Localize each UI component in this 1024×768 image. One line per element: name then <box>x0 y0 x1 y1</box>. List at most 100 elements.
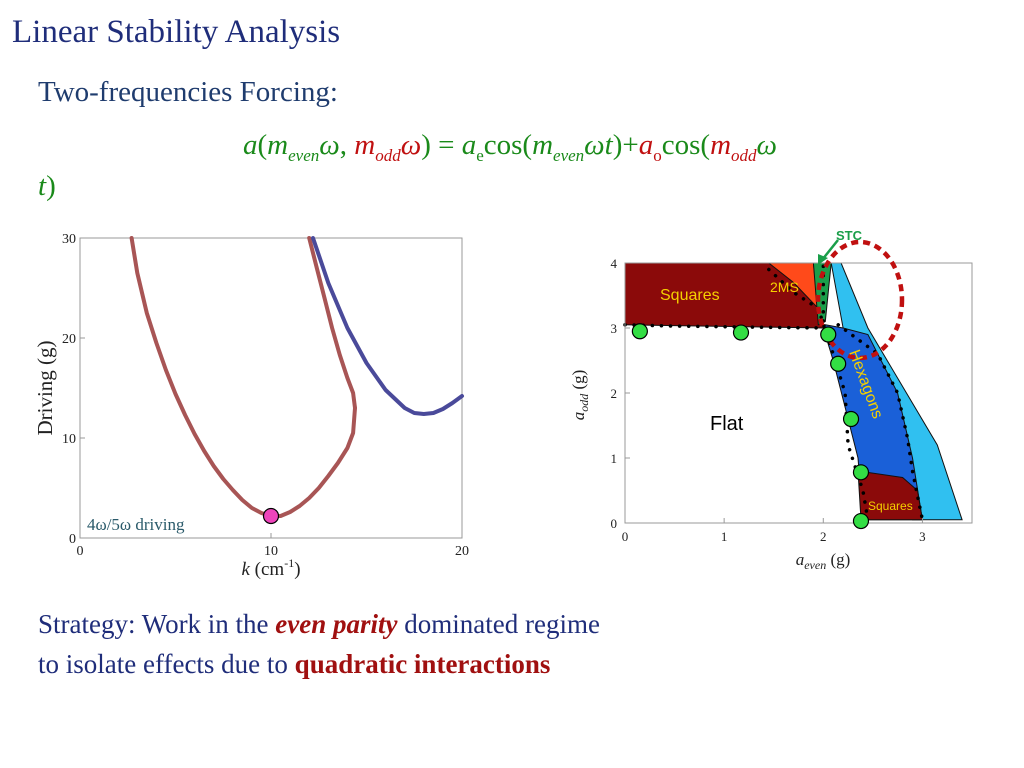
formula-plus: )+ <box>612 129 639 161</box>
strategy-l1-prefix: Strategy: Work in the <box>38 609 276 639</box>
chart1-xlabel-k: k <box>241 559 250 580</box>
chart2-xlabel-sub: even <box>804 558 826 572</box>
chart1-ytick-label: 30 <box>62 232 76 247</box>
chart1-xlabel-unit: (cm <box>250 559 285 580</box>
chart1-xlabel: k (cm-1) <box>241 556 300 580</box>
formula-cos2: cos( <box>661 129 711 161</box>
chart2-green-marker <box>852 464 870 481</box>
formula-paren: ( <box>257 129 268 161</box>
forcing-formula: a(mevenω, moddω) = aecos(mevenωt)+aocos(… <box>243 129 777 166</box>
strategy-line-2: to isolate effects due to quadratic inte… <box>38 644 600 684</box>
region-label-squares-bottom: Squares <box>868 499 913 513</box>
formula-odd-sub: odd <box>375 146 401 165</box>
chart2-ylabel-unit: (g) <box>569 370 588 394</box>
formula-odd-sub2: odd <box>731 146 757 165</box>
chart-driving-vs-k: 0 10 20 0 10 20 30 4ω/5ω driving Driving (g) k… <box>33 232 469 580</box>
chart2-xlabel: aeven (g) <box>796 550 851 572</box>
chart2-xlabel-unit: (g) <box>826 550 850 569</box>
chart1-series-1 <box>307 236 357 410</box>
chart2-dotted-boundary-0 <box>623 323 826 330</box>
formula-cos1: cos( <box>483 129 533 161</box>
region-label-flat: Flat <box>710 413 744 435</box>
chart1-markers <box>262 507 280 525</box>
slide-title: Linear Stability Analysis <box>12 14 341 50</box>
chart2-green-markers <box>631 323 870 530</box>
strategy-line-1: Strategy: Work in the even parity domina… <box>38 604 600 644</box>
region-label-2ms: 2MS <box>770 279 799 295</box>
strategy-l2-emphasis: quadratic interactions <box>294 649 551 679</box>
formula-m-odd2: m <box>710 129 732 161</box>
chart2-ylabel: aodd (g) <box>569 370 591 421</box>
chart1-series-2 <box>311 236 464 416</box>
stc-arrow-head <box>818 254 828 265</box>
strategy-l1-suffix: dominated regime <box>397 609 600 639</box>
chart2-green-marker <box>820 326 837 343</box>
formula-omega-odd: ω <box>400 129 422 161</box>
stc-arrow <box>821 239 839 261</box>
chart2-ytick-label: 4 <box>611 256 618 271</box>
chart1-ylabel: Driving (g) <box>33 340 57 435</box>
formula-eq: ) = <box>421 129 462 161</box>
forcing-formula-cont: t) <box>38 170 56 203</box>
chart1-ytick-label: 20 <box>62 332 76 347</box>
chart2-ylabel-sub: odd <box>577 393 591 412</box>
chart2-region-5 <box>857 470 923 521</box>
formula-omega: ω <box>319 129 340 161</box>
formula-omega3: ω <box>584 129 605 161</box>
chart2-green-marker <box>732 324 750 341</box>
chart1-ytick-label: 10 <box>62 432 76 447</box>
chart2-green-marker <box>842 410 860 428</box>
chart2-ytick-label: 0 <box>611 516 618 531</box>
formula-even-sub2: even <box>553 146 585 165</box>
formula-m-even2: m <box>532 129 554 161</box>
formula-a: a <box>243 129 258 161</box>
formula-t1: t <box>604 129 613 161</box>
chart2-dotted-boundary-4 <box>836 323 925 522</box>
formula-ao: a <box>638 129 654 161</box>
chart2-xtick-label: 1 <box>721 529 728 544</box>
chart1-xtick-label: 10 <box>264 544 278 559</box>
formula-omega4: ω <box>756 129 777 161</box>
chart2-green-marker <box>631 323 648 340</box>
formula-close: ) <box>46 170 56 202</box>
chart2-ylabel-a: a <box>569 412 588 421</box>
chart2-xtick-label: 0 <box>622 529 629 544</box>
formula-m-even: m <box>267 129 289 161</box>
chart1-xlabel-sup: -1 <box>284 556 294 570</box>
formula-ae-sub: e <box>476 146 484 165</box>
strategy-l1-emphasis: even parity <box>275 609 398 639</box>
chart1-ticks: 0 10 20 0 10 20 30 <box>62 232 469 559</box>
chart2-green-marker <box>852 512 870 530</box>
chart1-annotation: 4ω/5ω driving <box>87 515 185 534</box>
chart2-ticks: 0 1 2 3 0 1 2 3 4 <box>611 256 926 544</box>
formula-comma: , <box>339 129 355 161</box>
strategy-l2-prefix: to isolate effects due to <box>38 649 295 679</box>
chart2-ytick-label: 1 <box>611 451 618 466</box>
strategy-text: Strategy: Work in the even parity domina… <box>38 604 600 684</box>
chart2-dotted-boundary-2 <box>767 267 821 311</box>
chart1-frame <box>79 237 463 539</box>
chart1-xtick-label: 0 <box>77 544 84 559</box>
formula-ao-sub: o <box>653 146 662 165</box>
formula-ae: a <box>461 129 477 161</box>
chart2-green-marker <box>830 355 847 372</box>
chart2-ytick-label: 2 <box>611 386 618 401</box>
stc-highlight-ring <box>815 239 905 361</box>
chart1-series-0 <box>129 236 357 518</box>
chart2-xtick-label: 2 <box>820 529 827 544</box>
chart2-xtick-label: 3 <box>919 529 926 544</box>
stc-label: STC <box>836 228 863 243</box>
formula-t2: t <box>38 170 47 202</box>
slide-subtitle: Two-frequencies Forcing: <box>38 76 338 108</box>
chart1-ytick-label: 0 <box>69 532 76 547</box>
chart1-xtick-label: 20 <box>455 544 469 559</box>
formula-m-odd: m <box>354 129 376 161</box>
chart2-ytick-label: 3 <box>611 321 618 336</box>
chart2-xlabel-a: a <box>796 550 805 569</box>
chart1-xlabel-close: ) <box>294 559 300 580</box>
chart1-min-marker <box>262 507 280 525</box>
formula-even-sub: even <box>288 146 320 165</box>
region-label-squares-top: Squares <box>660 287 720 304</box>
